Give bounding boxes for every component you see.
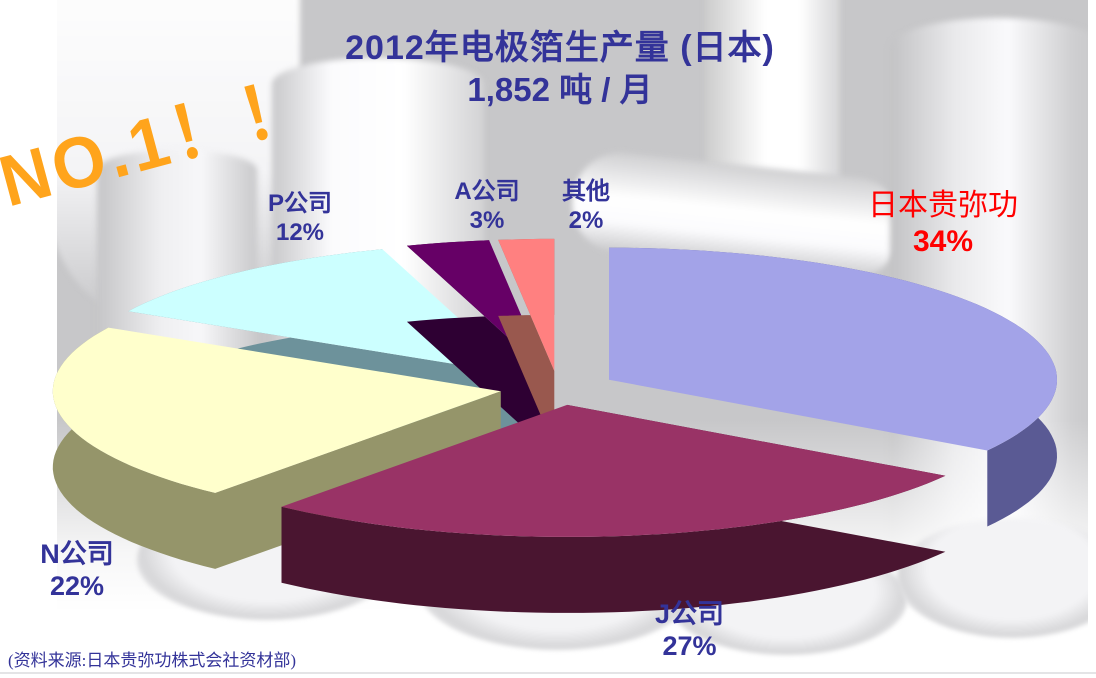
- bg-capacitor-top: [897, 518, 1088, 638]
- label-company-p: P公司 12%: [230, 190, 370, 248]
- label-nippon-chemicon: 日本贵弥功 34%: [818, 188, 1068, 260]
- pie-slice-side-4: [406, 240, 546, 448]
- pie-slice-1: [281, 404, 946, 537]
- pie-slice-3: [128, 249, 521, 375]
- chart-subtitle: 1,852 吨 / 月: [467, 71, 653, 108]
- slice-percent: 22%: [49, 571, 105, 602]
- pie-slice-side-2: [52, 327, 501, 569]
- chart-title: 2012年电极箔生产量 (日本): [345, 29, 775, 67]
- slice-percent: 12%: [275, 218, 325, 246]
- chart-title-block: 2012年电极箔生产量 (日本) 1,852 吨 / 月: [160, 26, 960, 110]
- label-company-a: A公司 3%: [428, 178, 546, 236]
- slice-label: J公司: [654, 599, 725, 629]
- source-note: (资料来源:日本贵弥功株式会社资材部): [8, 651, 297, 670]
- label-others: 其他 2%: [534, 178, 638, 236]
- slice-percent: 34%: [912, 225, 974, 258]
- label-company-j: J公司 27%: [597, 598, 782, 663]
- slice-percent: 2%: [568, 206, 604, 234]
- pie-slice-2: [52, 327, 501, 493]
- slice-percent: 3%: [469, 206, 505, 234]
- slice-label: N公司: [40, 539, 114, 569]
- slice-label: 其他: [562, 178, 610, 205]
- slice-label: A公司: [454, 178, 520, 205]
- slice-percent: 27%: [662, 631, 717, 662]
- slice-label: P公司: [267, 190, 332, 217]
- slice-label: 日本贵弥功: [868, 189, 1018, 222]
- label-company-n: N公司 22%: [2, 538, 152, 603]
- pie-slice-0: [609, 247, 1057, 451]
- bottom-divider: [0, 672, 1096, 674]
- pie-slice-5: [498, 238, 555, 371]
